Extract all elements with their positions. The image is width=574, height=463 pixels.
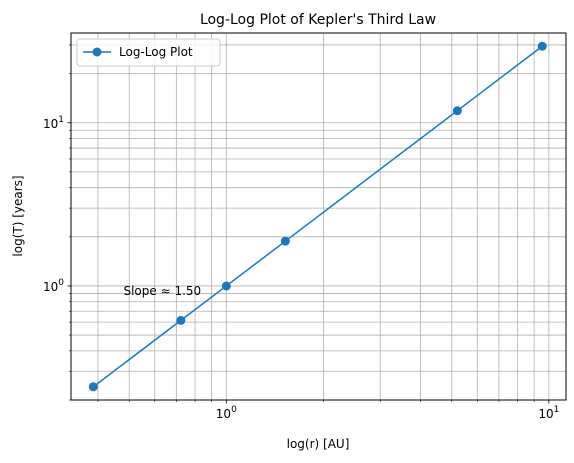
data-point	[176, 315, 186, 325]
y-tick-exponent: 0	[58, 278, 64, 288]
x-tick-label: 101	[538, 405, 559, 421]
plot-area	[88, 41, 547, 392]
annotations: Slope ≈ 1.50	[123, 284, 201, 298]
legend-label: Log-Log Plot	[119, 45, 193, 59]
y-axis-label: log(T) [years]	[11, 175, 25, 256]
y-tick-label: 100	[43, 278, 64, 294]
x-axis-label: log(r) [AU]	[287, 437, 350, 451]
data-point	[221, 281, 231, 291]
chart-title: Log-Log Plot of Kepler's Third Law	[200, 12, 436, 28]
axes-frame	[70, 32, 567, 401]
x-tick-exponent: 1	[554, 405, 560, 415]
data-point	[537, 41, 547, 51]
legend-box	[76, 38, 221, 67]
series-line	[92, 45, 543, 388]
data-point	[280, 236, 290, 246]
x-tick-exponent: 0	[231, 405, 237, 415]
grid	[71, 33, 566, 401]
x-tick-label: 100	[216, 405, 237, 421]
data-point	[452, 106, 462, 116]
y-tick-exponent: 1	[58, 115, 64, 125]
data-point	[88, 382, 98, 392]
legend: Log-Log Plot	[76, 38, 221, 67]
legend-marker	[92, 47, 102, 57]
slope-annotation: Slope ≈ 1.50	[123, 284, 201, 298]
y-tick-label: 101	[43, 115, 64, 131]
